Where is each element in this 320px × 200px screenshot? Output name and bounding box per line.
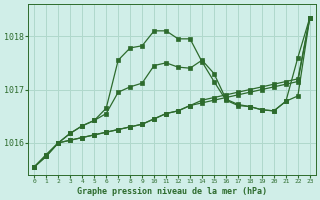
X-axis label: Graphe pression niveau de la mer (hPa): Graphe pression niveau de la mer (hPa): [77, 187, 267, 196]
